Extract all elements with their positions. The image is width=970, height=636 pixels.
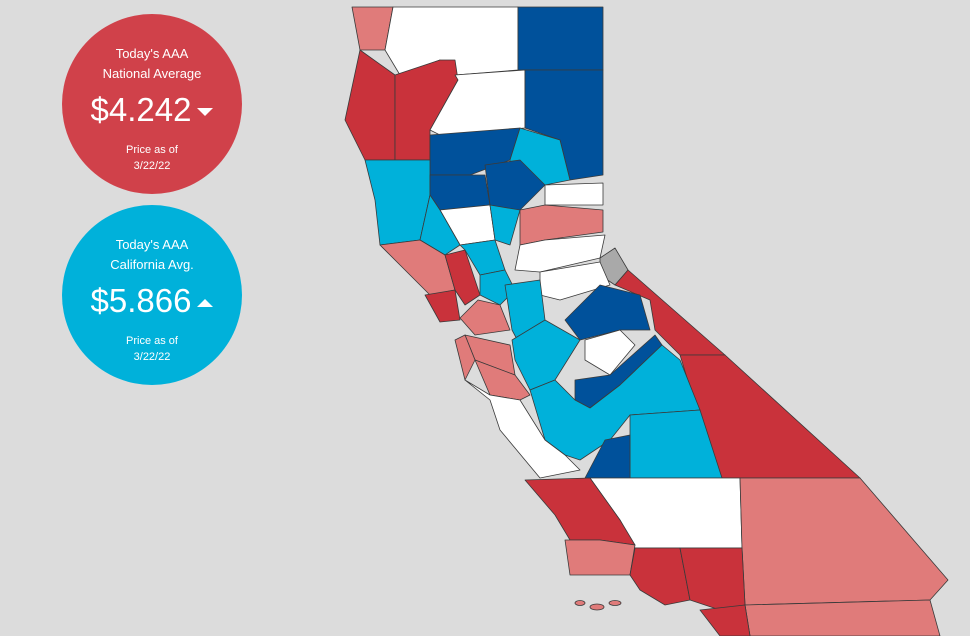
date: 3/22/22: [133, 160, 171, 172]
county: [629, 547, 691, 606]
county: [444, 249, 481, 306]
county: [744, 599, 941, 636]
county: [344, 49, 396, 161]
county: [364, 159, 431, 246]
down-arrow: [197, 108, 214, 117]
subheading: California Avg.: [110, 257, 194, 272]
price-row: $5.866: [62, 281, 242, 321]
note-label: Price as of: [126, 144, 178, 156]
date: 3/22/22: [133, 351, 171, 363]
heading-line: Today's AAA: [115, 237, 189, 252]
county: [424, 289, 461, 323]
subheading: National Average: [102, 66, 202, 81]
price: $5.866: [90, 282, 192, 319]
county: [529, 344, 701, 461]
heading: Today's AAA National Average: [62, 44, 242, 84]
county: [429, 174, 491, 211]
note: Price as of 3/22/22: [62, 142, 242, 174]
national-average-badge: Today's AAA National Average $4.242 Pric…: [62, 14, 242, 194]
county: [584, 329, 636, 376]
county: [517, 6, 604, 71]
note-label: Price as of: [126, 335, 178, 347]
island: [608, 600, 622, 606]
county: [739, 477, 949, 606]
county: [464, 379, 581, 479]
heading: Today's AAA California Avg.: [62, 235, 242, 275]
price-row: $4.242: [62, 90, 242, 130]
county: [474, 359, 531, 401]
heading-line: Today's AAA: [115, 46, 189, 61]
price: $4.242: [90, 91, 192, 128]
county: [544, 182, 604, 206]
county: [489, 204, 521, 246]
county: [419, 194, 461, 256]
up-arrow: [197, 299, 214, 308]
county: [679, 547, 746, 611]
california-average-badge: Today's AAA California Avg. $5.866 Price…: [62, 205, 242, 385]
island: [574, 600, 586, 606]
county: [459, 299, 511, 336]
county: [564, 539, 636, 576]
island: [589, 603, 605, 611]
note: Price as of 3/22/22: [62, 333, 242, 365]
county: [699, 604, 751, 636]
